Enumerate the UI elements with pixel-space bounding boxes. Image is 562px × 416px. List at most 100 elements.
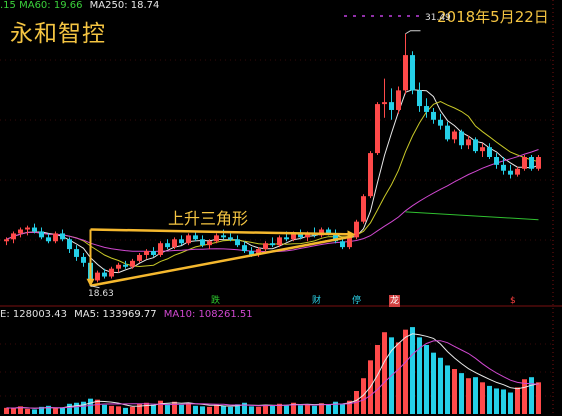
volume-bar: [508, 392, 513, 414]
volume-bar: [4, 407, 9, 414]
candle-body: [347, 237, 352, 248]
volume-bar: [333, 401, 338, 414]
volume-bar: [431, 352, 436, 414]
volume-ma10-label: MA10: 108261.51: [163, 309, 253, 320]
candle-body: [354, 221, 359, 238]
candle-body: [214, 235, 219, 242]
volume-bar: [445, 365, 450, 414]
volume-bar: [235, 404, 240, 414]
volume-bar: [536, 382, 541, 414]
volume-bar: [228, 406, 233, 414]
candle-body: [389, 102, 394, 110]
candle-body: [298, 233, 303, 238]
candle-body: [123, 264, 128, 267]
candle-body: [536, 157, 541, 169]
volume-bar: [529, 377, 534, 414]
volume-bar: [263, 404, 268, 414]
candle-body: [242, 245, 247, 252]
ma60-line: [405, 211, 539, 221]
candle-body: [382, 102, 387, 105]
volume-bar: [361, 378, 366, 414]
candle-body: [256, 249, 261, 255]
candle-body: [193, 235, 198, 240]
volume-bar: [32, 409, 37, 414]
candle-body: [410, 55, 415, 91]
volume-bar: [515, 387, 520, 414]
volume-bar: [459, 373, 464, 414]
low-arrow-icon: [86, 278, 95, 287]
candle-body: [445, 125, 450, 140]
ma5-line: [6, 89, 539, 274]
event-marker-finance[interactable]: 财: [312, 296, 322, 306]
candle-body: [480, 147, 485, 152]
candle-body: [74, 249, 79, 257]
event-marker-drop[interactable]: 跌: [211, 296, 221, 306]
event-marker-dividend[interactable]: $: [510, 296, 516, 306]
candle-body: [18, 229, 23, 234]
volume-bar: [319, 403, 324, 414]
volume-bar: [298, 405, 303, 414]
volume-bar: [207, 406, 212, 414]
volume-bar: [522, 379, 527, 414]
event-marker-dragon-tiger[interactable]: 龙: [389, 295, 401, 307]
volume-value-label: E: 128003.43: [0, 309, 67, 320]
high-price-marker: [405, 30, 421, 35]
candle-body: [522, 157, 527, 169]
volume-bar: [95, 399, 100, 414]
volume-bar: [81, 401, 86, 414]
volume-bar: [25, 408, 30, 414]
volume-bar: [179, 404, 184, 414]
volume-bar: [312, 405, 317, 414]
candle-body: [501, 164, 506, 171]
volume-bar: [410, 327, 415, 414]
triangle-resistance-line: [90, 228, 353, 236]
volume-bar: [291, 402, 296, 414]
candle-body: [368, 153, 373, 197]
volume-bar: [494, 388, 499, 414]
candle-body: [466, 139, 471, 146]
volume-legend: E: 128003.43 MA5: 133969.77 MA10: 108261…: [0, 309, 253, 321]
volume-bar: [424, 345, 429, 414]
candle-body: [403, 55, 408, 91]
low-price-marker: [90, 285, 100, 289]
volume-bar: [417, 337, 422, 414]
low-price-label: 18.63: [88, 289, 114, 299]
date-label: 2018年5月22日: [437, 8, 549, 26]
volume-bar: [452, 369, 457, 414]
volume-bar: [466, 378, 471, 414]
volume-bar: [109, 405, 114, 414]
candle-body: [340, 241, 345, 248]
candle-body: [116, 264, 121, 269]
candle-body: [235, 239, 240, 246]
volume-bar: [221, 405, 226, 414]
candle-body: [207, 241, 212, 246]
volume-bar: [18, 406, 23, 414]
volume-bar: [270, 405, 275, 414]
candle-body: [102, 272, 107, 277]
high-price-label: 31.49: [425, 13, 451, 23]
volume-bar: [438, 357, 443, 414]
volume-bar: [172, 401, 177, 414]
ma60-label: MA60: 19.66: [19, 0, 83, 11]
candle-body: [417, 90, 422, 107]
volume-bar: [46, 405, 51, 414]
volume-bar: [347, 400, 352, 414]
volume-bar: [382, 332, 387, 414]
volume-bar: [480, 382, 485, 414]
candle-body: [305, 233, 310, 238]
candle-body: [172, 239, 177, 248]
volume-bar: [340, 403, 345, 414]
candle-body: [431, 111, 436, 120]
volume-bar: [123, 407, 128, 414]
volume-bar: [326, 404, 331, 414]
volume-bar: [186, 402, 191, 414]
volume-bar: [102, 404, 107, 414]
volume-bar: [396, 342, 401, 414]
candle-body: [508, 170, 513, 175]
candle-body: [361, 196, 366, 222]
candle-body: [53, 233, 58, 242]
pattern-annotation: 上升三角形: [168, 209, 249, 228]
event-marker-halt[interactable]: 停: [352, 296, 362, 306]
volume-bar: [501, 389, 506, 414]
candle-body: [109, 268, 114, 277]
